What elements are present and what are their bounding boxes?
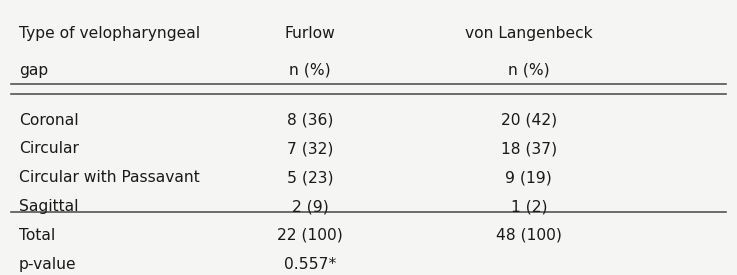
Text: 20 (42): 20 (42) xyxy=(500,112,557,128)
Text: n (%): n (%) xyxy=(290,63,331,78)
Text: Total: Total xyxy=(18,228,55,243)
Text: Type of velopharyngeal: Type of velopharyngeal xyxy=(18,26,200,41)
Text: 22 (100): 22 (100) xyxy=(277,228,343,243)
Text: von Langenbeck: von Langenbeck xyxy=(465,26,593,41)
Text: 48 (100): 48 (100) xyxy=(496,228,562,243)
Text: 7 (32): 7 (32) xyxy=(287,141,333,156)
Text: Coronal: Coronal xyxy=(18,112,78,128)
Text: 18 (37): 18 (37) xyxy=(500,141,557,156)
Text: 0.557*: 0.557* xyxy=(284,257,336,272)
Text: gap: gap xyxy=(18,63,48,78)
Text: Furlow: Furlow xyxy=(284,26,335,41)
Text: p-value: p-value xyxy=(18,257,77,272)
Text: 8 (36): 8 (36) xyxy=(287,112,333,128)
Text: Sagittal: Sagittal xyxy=(18,199,78,214)
Text: 1 (2): 1 (2) xyxy=(511,199,547,214)
Text: 5 (23): 5 (23) xyxy=(287,170,333,185)
Text: 9 (19): 9 (19) xyxy=(506,170,552,185)
Text: Circular with Passavant: Circular with Passavant xyxy=(18,170,200,185)
Text: n (%): n (%) xyxy=(508,63,550,78)
Text: 2 (9): 2 (9) xyxy=(292,199,329,214)
Text: Circular: Circular xyxy=(18,141,79,156)
